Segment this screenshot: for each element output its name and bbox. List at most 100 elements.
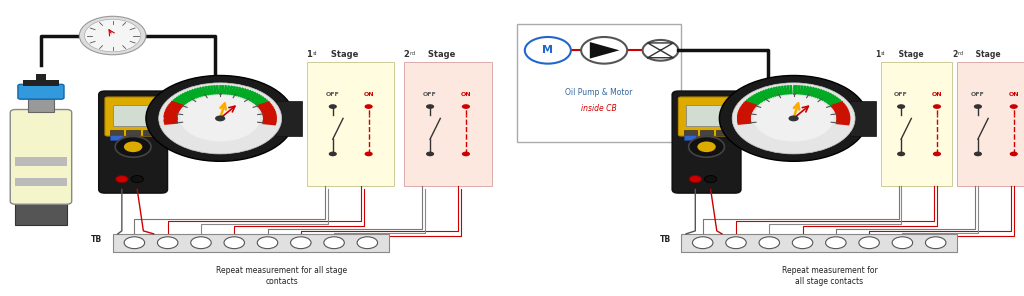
Bar xyxy=(23,80,59,86)
Circle shape xyxy=(115,136,152,157)
Bar xyxy=(15,157,67,166)
Circle shape xyxy=(825,237,846,249)
FancyBboxPatch shape xyxy=(678,97,735,136)
Bar xyxy=(957,62,1024,186)
Circle shape xyxy=(859,237,880,249)
Bar xyxy=(36,74,46,86)
Circle shape xyxy=(892,237,912,249)
Circle shape xyxy=(291,237,311,249)
Text: OFF: OFF xyxy=(894,92,908,97)
Circle shape xyxy=(897,104,905,109)
Bar xyxy=(15,178,67,186)
Circle shape xyxy=(726,237,746,249)
Circle shape xyxy=(462,152,470,156)
Bar xyxy=(307,62,394,186)
Circle shape xyxy=(426,152,434,156)
Circle shape xyxy=(692,237,713,249)
Circle shape xyxy=(357,237,378,249)
Circle shape xyxy=(754,95,834,141)
Circle shape xyxy=(974,152,982,156)
Text: TB: TB xyxy=(91,235,102,244)
Bar xyxy=(142,130,156,136)
Text: Stage: Stage xyxy=(425,50,456,59)
Text: OFF: OFF xyxy=(326,92,340,97)
Text: ON: ON xyxy=(364,92,374,97)
FancyBboxPatch shape xyxy=(18,84,63,99)
Circle shape xyxy=(84,19,141,52)
Bar xyxy=(684,130,696,136)
Text: TB: TB xyxy=(659,235,671,244)
Circle shape xyxy=(324,237,344,249)
Text: ON: ON xyxy=(932,92,942,97)
Polygon shape xyxy=(590,42,620,59)
Circle shape xyxy=(329,104,337,109)
Circle shape xyxy=(793,237,813,249)
Circle shape xyxy=(215,115,225,121)
Circle shape xyxy=(525,37,571,64)
Text: 1: 1 xyxy=(306,50,312,59)
Text: OFF: OFF xyxy=(423,92,437,97)
Circle shape xyxy=(689,176,701,183)
Text: 2: 2 xyxy=(403,50,410,59)
Circle shape xyxy=(158,237,178,249)
Circle shape xyxy=(116,176,128,183)
Circle shape xyxy=(926,237,946,249)
FancyBboxPatch shape xyxy=(98,91,168,193)
Text: nd: nd xyxy=(410,51,416,56)
Text: nd: nd xyxy=(957,51,964,56)
FancyBboxPatch shape xyxy=(672,91,741,193)
Circle shape xyxy=(688,136,725,157)
Bar xyxy=(404,62,492,186)
Bar xyxy=(686,105,727,126)
FancyBboxPatch shape xyxy=(105,97,162,136)
Bar xyxy=(850,101,876,136)
Circle shape xyxy=(365,152,373,156)
Bar xyxy=(29,98,54,112)
Circle shape xyxy=(124,141,142,152)
Text: inside CB: inside CB xyxy=(582,104,616,113)
Circle shape xyxy=(124,237,144,249)
Circle shape xyxy=(974,104,982,109)
Text: Stage: Stage xyxy=(896,50,924,59)
Text: st: st xyxy=(312,51,316,56)
Bar xyxy=(15,201,67,225)
Circle shape xyxy=(257,237,278,249)
Circle shape xyxy=(759,237,779,249)
Circle shape xyxy=(1010,152,1018,156)
FancyBboxPatch shape xyxy=(10,110,72,204)
Circle shape xyxy=(159,83,282,154)
Circle shape xyxy=(933,104,941,109)
Text: OFF: OFF xyxy=(971,92,985,97)
Bar xyxy=(717,130,729,136)
Circle shape xyxy=(131,176,143,183)
Text: M: M xyxy=(543,45,553,55)
Text: Oil Pump & Motor: Oil Pump & Motor xyxy=(565,88,633,97)
Text: Stage: Stage xyxy=(973,50,1000,59)
Circle shape xyxy=(719,75,868,161)
Bar xyxy=(113,105,154,126)
Circle shape xyxy=(732,83,855,154)
Circle shape xyxy=(190,237,211,249)
Circle shape xyxy=(180,95,260,141)
Bar xyxy=(113,234,389,252)
Circle shape xyxy=(329,152,337,156)
Circle shape xyxy=(788,115,799,121)
Circle shape xyxy=(224,237,245,249)
Circle shape xyxy=(933,152,941,156)
Circle shape xyxy=(365,104,373,109)
Bar xyxy=(684,135,696,140)
Circle shape xyxy=(705,176,717,183)
Circle shape xyxy=(462,104,470,109)
Text: 2: 2 xyxy=(952,50,957,59)
Circle shape xyxy=(643,40,679,61)
Text: 1: 1 xyxy=(876,50,881,59)
Circle shape xyxy=(697,141,716,152)
Circle shape xyxy=(897,152,905,156)
Circle shape xyxy=(426,104,434,109)
Bar xyxy=(111,135,123,140)
Circle shape xyxy=(146,75,295,161)
Text: Repeat measurement for
all stage contacts: Repeat measurement for all stage contact… xyxy=(781,266,878,286)
Text: Repeat measurement for all stage
contacts: Repeat measurement for all stage contact… xyxy=(216,266,347,286)
Bar xyxy=(111,130,124,136)
Text: st: st xyxy=(881,51,885,56)
